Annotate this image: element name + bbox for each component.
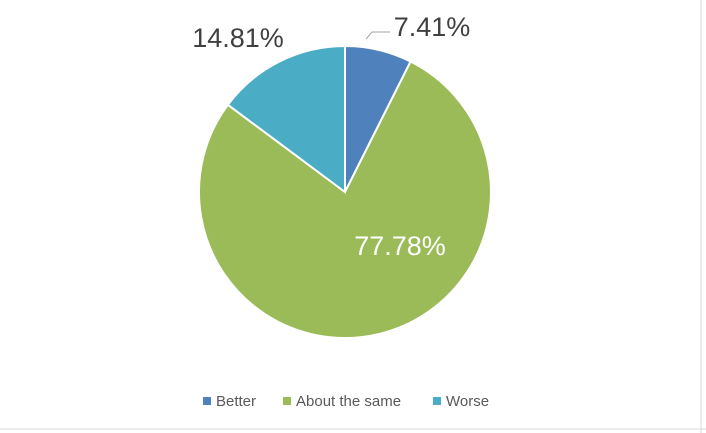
leader-line: [365, 31, 390, 40]
legend-label: About the same: [296, 393, 401, 410]
data-label: 77.78%: [354, 231, 446, 261]
legend-swatch: [203, 397, 211, 405]
data-label: 7.41%: [394, 12, 471, 42]
data-label: 14.81%: [192, 23, 284, 53]
pie-slice: [226, 44, 346, 194]
legend-swatch: [433, 397, 441, 405]
legend-label: Worse: [446, 393, 489, 410]
pie-slice: [198, 60, 492, 339]
legend-label: Better: [216, 393, 256, 410]
legend-swatch: [283, 397, 291, 405]
